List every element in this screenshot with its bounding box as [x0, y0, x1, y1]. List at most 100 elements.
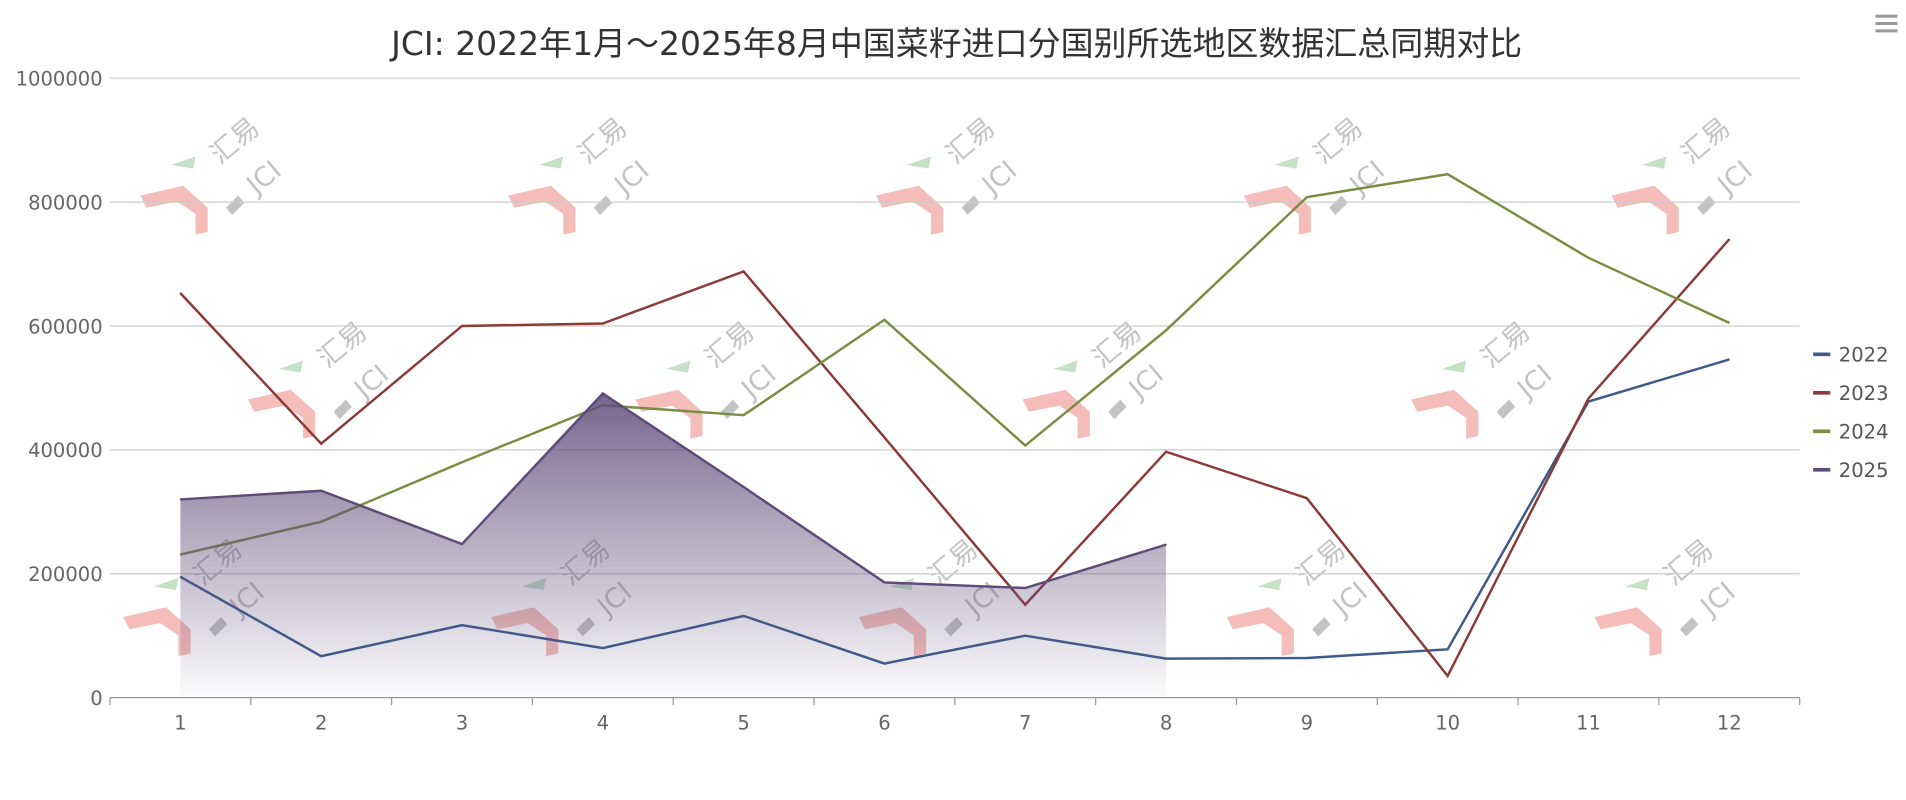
- data-point-2025: [320, 490, 322, 492]
- data-point-2024: [1024, 444, 1026, 447]
- data-point-2022: [1447, 648, 1449, 650]
- svg-text:JCI: JCI: [1326, 576, 1374, 623]
- legend-label: 2023: [1839, 382, 1889, 405]
- data-point-2024: [1306, 196, 1308, 198]
- legend-swatch: [1813, 429, 1831, 434]
- legend-item-2025[interactable]: 2025: [1813, 459, 1889, 482]
- svg-text:JCI: JCI: [1343, 155, 1391, 202]
- legend-label: 2022: [1839, 344, 1889, 367]
- x-tick-label: 3: [456, 711, 468, 734]
- data-point-2024: [461, 461, 463, 463]
- data-point-2023: [1728, 238, 1730, 240]
- data-point-2023: [1587, 397, 1590, 400]
- data-point-2025: [743, 486, 745, 488]
- legend-item-2024[interactable]: 2024: [1813, 421, 1889, 444]
- data-point-2025: [1165, 544, 1167, 546]
- svg-text:JCI: JCI: [607, 155, 655, 202]
- x-tick-label: 12: [1717, 711, 1742, 734]
- data-point-2022: [1306, 657, 1308, 659]
- svg-text:汇易: 汇易: [1658, 534, 1719, 592]
- data-point-2024: [1447, 173, 1449, 175]
- x-tick-label: 8: [1160, 711, 1172, 734]
- svg-text:汇易: 汇易: [572, 112, 633, 170]
- legend-item-2023[interactable]: 2023: [1813, 382, 1889, 405]
- data-point-2023: [461, 325, 463, 327]
- svg-text:汇易: 汇易: [1308, 112, 1369, 170]
- svg-text:JCI: JCI: [734, 359, 782, 406]
- x-tick-label: 10: [1435, 711, 1460, 734]
- svg-text:汇易: 汇易: [923, 534, 984, 592]
- data-point-2024: [743, 414, 745, 416]
- x-tick-label: 9: [1301, 711, 1313, 734]
- data-point-2024: [1165, 329, 1167, 331]
- y-tick-label: 200000: [28, 563, 103, 586]
- svg-text:汇易: 汇易: [1676, 112, 1737, 170]
- data-point-2024: [1728, 322, 1730, 324]
- data-point-2023: [602, 322, 604, 325]
- svg-text:JCI: JCI: [1510, 359, 1558, 406]
- data-point-2023: [1306, 497, 1308, 499]
- x-tick-label: 7: [1019, 711, 1031, 734]
- svg-text:JCI: JCI: [1694, 576, 1742, 623]
- svg-text:汇易: 汇易: [312, 316, 373, 374]
- series-line-2024: [180, 172, 1730, 556]
- data-point-2023: [1447, 675, 1449, 677]
- y-tick-label: 800000: [28, 191, 103, 214]
- data-point-2022: [1728, 358, 1730, 361]
- x-tick-label: 6: [878, 711, 890, 734]
- svg-text:汇易: 汇易: [1475, 316, 1536, 374]
- legend-swatch: [1813, 467, 1831, 472]
- x-tick-label: 5: [737, 711, 749, 734]
- legend-swatch: [1813, 352, 1831, 357]
- series-line-2025: [180, 391, 1167, 590]
- x-tick-label: 11: [1576, 711, 1601, 734]
- svg-text:JCI: JCI: [1711, 155, 1759, 202]
- svg-text:JCI: JCI: [240, 155, 288, 202]
- svg-text:JCI: JCI: [347, 359, 395, 406]
- chart-title: JCI: 2022年1月～2025年8月中国菜籽进口分国别所选地区数据汇总同期对…: [389, 24, 1522, 63]
- x-tick-label: 4: [597, 711, 609, 734]
- data-point-2025: [1024, 587, 1026, 589]
- x-tick-label: 1: [174, 711, 186, 734]
- hamburger-menu-icon[interactable]: [1875, 14, 1898, 33]
- legend-item-2022[interactable]: 2022: [1813, 344, 1889, 367]
- y-tick-label: 0: [90, 687, 102, 710]
- series-line-2023: [179, 238, 1731, 679]
- svg-text:汇易: 汇易: [204, 112, 265, 170]
- data-point-2023: [179, 292, 181, 294]
- legend-label: 2024: [1839, 421, 1889, 444]
- svg-text:汇易: 汇易: [1087, 316, 1148, 374]
- data-point-2025: [179, 498, 181, 501]
- series-area-2025: [180, 393, 1167, 698]
- legend-label: 2025: [1839, 459, 1889, 482]
- legend-swatch: [1813, 390, 1831, 395]
- data-point-2023: [1165, 451, 1167, 453]
- data-point-2024: [1587, 257, 1590, 259]
- data-point-2025: [602, 392, 604, 395]
- data-point-2023: [743, 270, 745, 273]
- y-tick-label: 400000: [28, 439, 103, 462]
- y-tick-label: 600000: [28, 315, 103, 338]
- svg-text:JCI: JCI: [1122, 359, 1170, 406]
- svg-text:汇易: 汇易: [699, 316, 760, 374]
- y-tick-label: 1000000: [16, 68, 103, 91]
- data-point-2025: [883, 581, 886, 584]
- svg-text:汇易: 汇易: [940, 112, 1001, 170]
- data-point-2025: [461, 543, 463, 545]
- x-tick-label: 2: [315, 711, 327, 734]
- data-point-2023: [883, 436, 886, 439]
- svg-text:JCI: JCI: [975, 155, 1023, 202]
